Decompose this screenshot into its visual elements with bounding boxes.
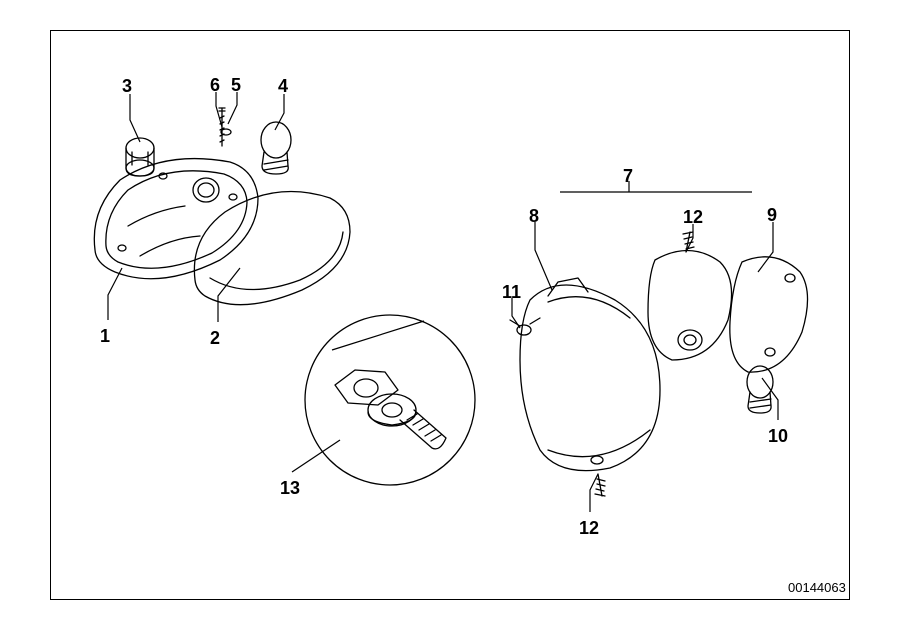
document-id: 00144063 <box>788 580 846 595</box>
callout-13: 13 <box>280 478 300 499</box>
callout-9: 9 <box>767 205 777 226</box>
callout-4: 4 <box>278 76 288 97</box>
leader-line <box>275 94 284 130</box>
leader-line <box>535 222 552 290</box>
leader-line <box>130 94 140 142</box>
callout-2: 2 <box>210 328 220 349</box>
leader-line <box>560 181 752 192</box>
leader-line <box>228 92 237 124</box>
leader-line <box>292 440 340 472</box>
callout-12: 12 <box>683 207 703 228</box>
diagram-artwork <box>0 0 900 636</box>
leader-line <box>218 268 240 322</box>
callout-12: 12 <box>579 518 599 539</box>
callout-11: 11 <box>502 282 521 303</box>
leader-line <box>216 92 222 127</box>
callout-8: 8 <box>529 206 539 227</box>
callout-6: 6 <box>210 75 220 96</box>
leader-line <box>758 222 773 272</box>
callout-1: 1 <box>100 326 110 347</box>
callout-10: 10 <box>768 426 788 447</box>
leader-line <box>590 474 598 512</box>
leader-line <box>108 268 122 320</box>
callout-3: 3 <box>122 76 132 97</box>
callout-5: 5 <box>231 75 241 96</box>
leader-line <box>332 321 424 350</box>
callout-7: 7 <box>623 166 633 187</box>
